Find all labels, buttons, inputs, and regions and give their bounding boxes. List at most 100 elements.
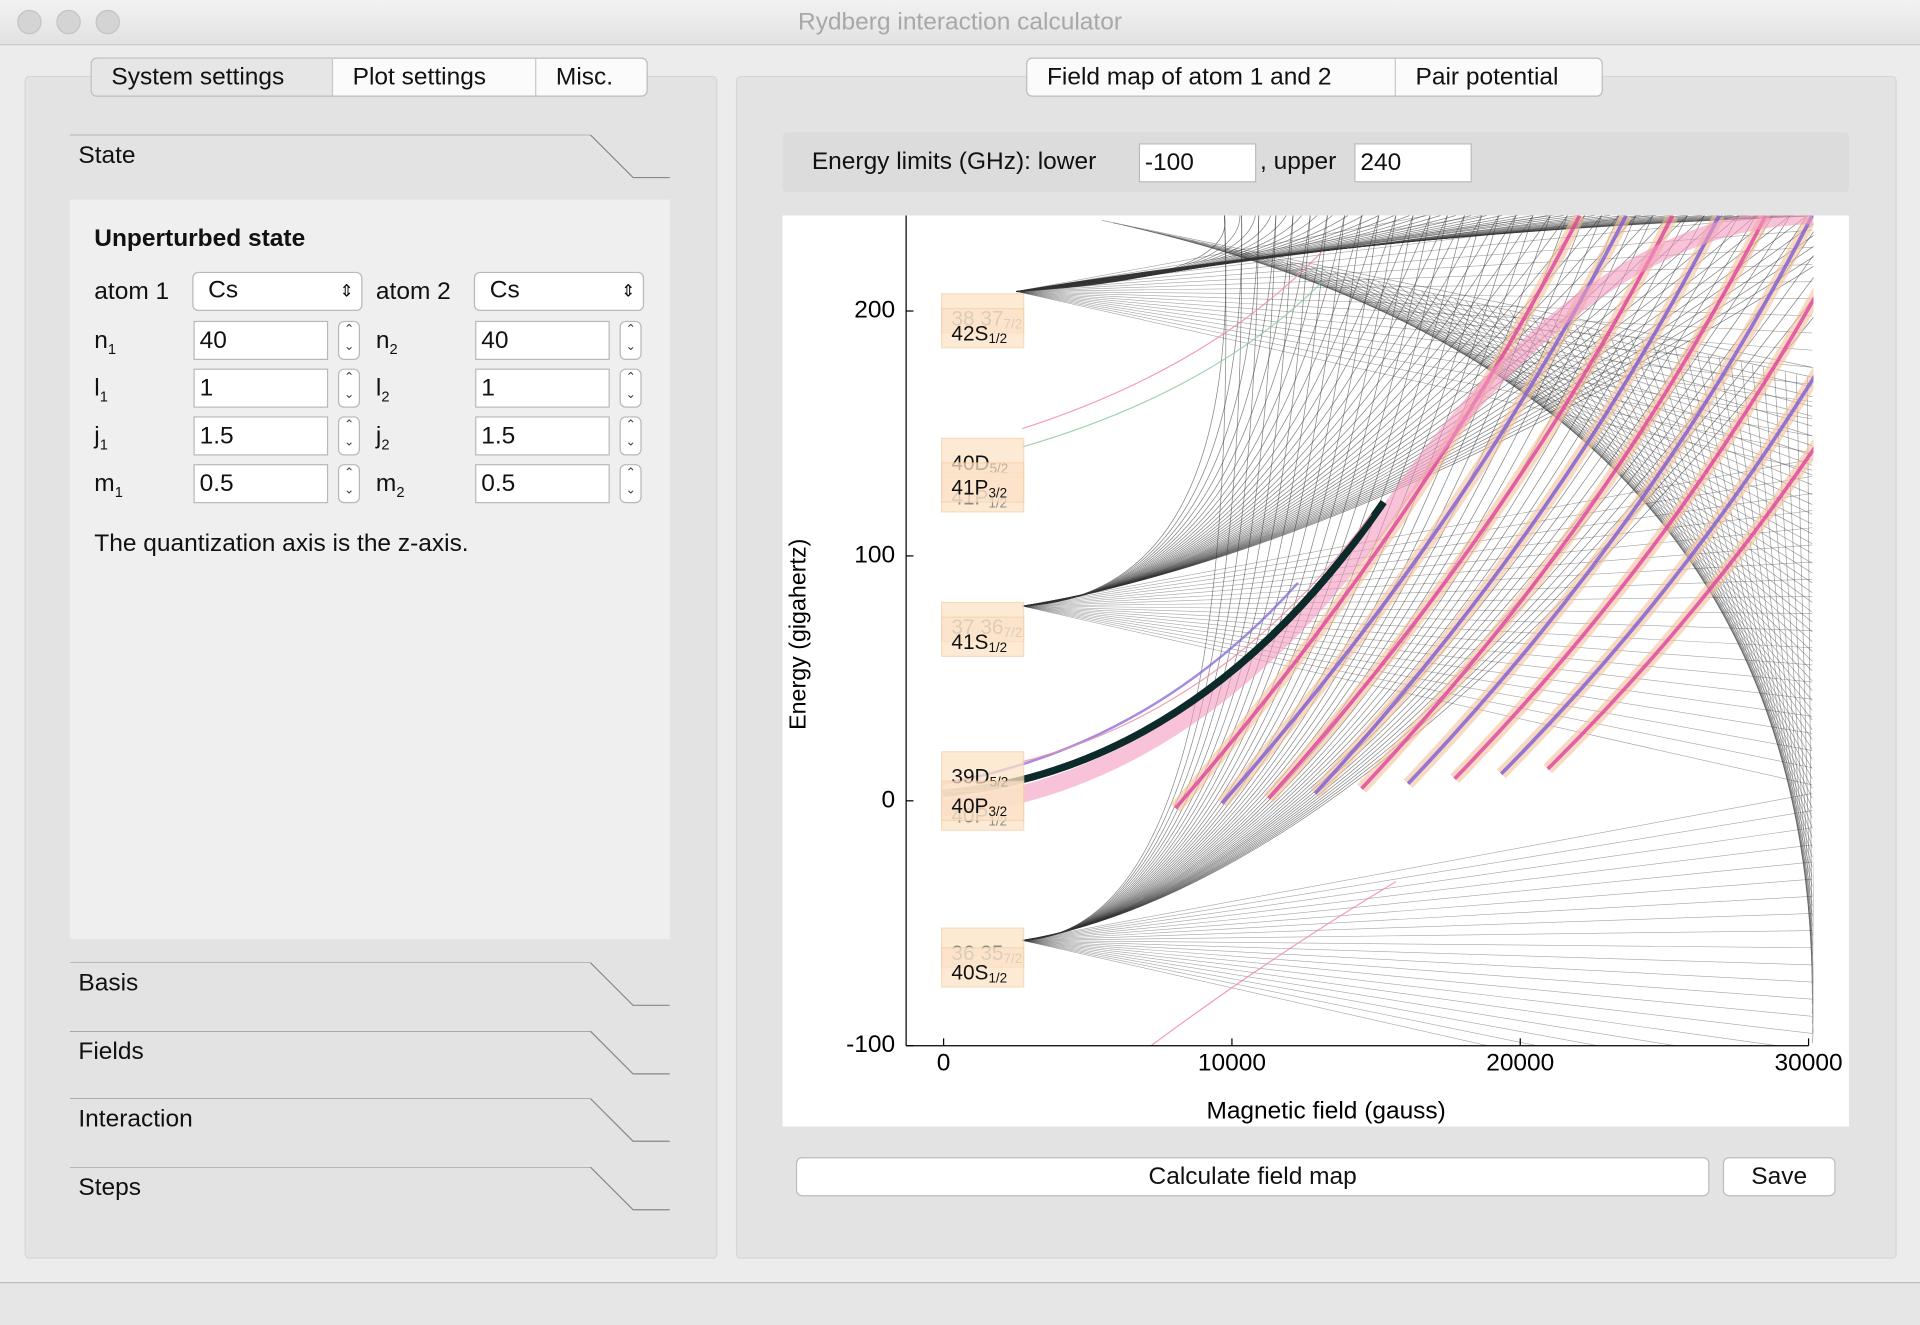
tab[interactable]: Plot settings [333, 58, 537, 96]
level-curve [1453, 295, 1814, 781]
section-title: State [78, 142, 136, 169]
section-title: Fields [78, 1038, 144, 1066]
y-tick-label: 200 [854, 296, 895, 323]
label: l2 [376, 375, 390, 406]
level-curve [1313, 215, 1721, 795]
tab[interactable]: System settings [91, 58, 334, 96]
level-curve [1157, 232, 1813, 417]
label: n1 [94, 327, 116, 358]
level-curve [1022, 913, 1813, 941]
label: , upper [1260, 148, 1337, 176]
number-input[interactable]: 0.5 [475, 464, 610, 504]
number-input[interactable]: 40 [475, 320, 610, 361]
number-input[interactable]: 1 [193, 368, 329, 408]
level-curve [1022, 458, 1813, 607]
subscript: 1 [99, 435, 108, 454]
subscript: 2 [389, 340, 398, 358]
save-button[interactable]: Save [1722, 1157, 1836, 1197]
symbol: l [94, 374, 100, 402]
subscript: 1 [107, 340, 117, 358]
spinner[interactable]: ⌃ ⌄ [619, 320, 642, 361]
tab[interactable]: Misc. [555, 63, 614, 91]
number-input[interactable]: 1 [475, 368, 610, 408]
note: The quantization axis is the z-axis. [94, 530, 469, 558]
spinner[interactable]: ⌃ ⌄ [337, 320, 361, 361]
level-curve [1016, 291, 1813, 317]
number-input[interactable]: 40 [193, 320, 329, 361]
level-curve [1022, 281, 1323, 448]
y-axis-label: Energy (gigahertz) [785, 539, 811, 730]
section-header[interactable]: State [69, 134, 670, 179]
symbol: m [94, 470, 115, 498]
spinner[interactable]: ⌃ ⌄ [619, 464, 642, 504]
spinner[interactable]: ⌃ ⌄ [619, 416, 642, 456]
label: m1 [94, 470, 123, 501]
level-curve [1740, 362, 1813, 936]
label: Energy limits (GHz): lower [811, 148, 1097, 176]
annotation-text: 41P [951, 476, 988, 499]
section-header[interactable]: Interaction [69, 1098, 670, 1142]
annotation-box [941, 780, 1025, 822]
level-curve [1016, 215, 1430, 292]
level-curve [942, 215, 1813, 817]
level-curve [1123, 224, 1813, 388]
tab[interactable]: Pair potential [1415, 63, 1559, 91]
level-curve [1344, 273, 1813, 584]
level-curve [1150, 881, 1397, 1046]
level-curve [1355, 276, 1813, 593]
number-input[interactable]: 0.5 [193, 464, 329, 504]
label: n2 [376, 327, 398, 358]
level-curve [1718, 357, 1813, 916]
section-header[interactable]: Steps [69, 1166, 670, 1211]
value: Cs [208, 276, 239, 304]
spinner[interactable]: ⌃ ⌄ [337, 464, 361, 504]
level-curve [1016, 291, 1813, 420]
atom1-select[interactable]: Cs ⇕ [192, 271, 363, 312]
level-curve [1022, 940, 1539, 1046]
section-header[interactable]: Basis [69, 962, 670, 1006]
annotation-text: 41S [951, 630, 988, 653]
upper-input[interactable]: 240 [1354, 143, 1472, 183]
tab[interactable]: Field map of atom 1 and 2 [1027, 58, 1396, 96]
level-curve [1498, 308, 1813, 721]
level-curve [1022, 930, 1813, 941]
number-input[interactable]: 1.5 [193, 416, 329, 456]
x-tick-label: 20000 [1486, 1050, 1554, 1077]
level-curve [1784, 372, 1813, 975]
level-curve [1022, 215, 1294, 941]
zoom-button[interactable] [95, 9, 121, 35]
label: atom 1 [94, 277, 170, 305]
level-curve [1022, 940, 1813, 1034]
subscript: 1 [114, 483, 123, 501]
label: atom 2 [375, 277, 451, 305]
lower-input[interactable]: -100 [1138, 143, 1257, 183]
spinner[interactable]: ⌃ ⌄ [337, 416, 361, 456]
spinner[interactable]: ⌃ ⌄ [337, 368, 361, 408]
level-curve [1016, 215, 1484, 292]
value: Cs [489, 276, 520, 304]
close-button[interactable] [17, 9, 42, 35]
spinner[interactable]: ⌃ ⌄ [619, 368, 642, 408]
x-tick-label: 30000 [1775, 1050, 1843, 1077]
level-curve [1022, 544, 1813, 607]
level-curve [1360, 215, 1768, 790]
level-curve [1022, 215, 1277, 941]
title-bar: Rydberg interaction calculator [0, 0, 1920, 46]
symbol: j [375, 422, 382, 450]
atom2-select[interactable]: Cs ⇕ [473, 271, 645, 312]
level-curve [1016, 215, 1814, 292]
annotation-text: 42S [951, 322, 988, 345]
minimize-button[interactable] [56, 9, 81, 35]
calculate-button[interactable]: Calculate field map [795, 1157, 1710, 1197]
level-curve [1773, 369, 1813, 965]
level-curve [1729, 359, 1813, 926]
subscript: 1 [99, 388, 108, 406]
number-input[interactable]: 1.5 [475, 416, 610, 456]
chart: -1000100200010000200003000038 377/242S1/… [782, 215, 1849, 1127]
level-curve [1022, 844, 1813, 941]
level-curve [1022, 940, 1780, 1046]
level-curve [1174, 215, 1582, 810]
annotation: 40S1/2 [951, 961, 1007, 985]
section-title: Basis [78, 969, 139, 997]
section-header[interactable]: Fields [69, 1031, 670, 1075]
